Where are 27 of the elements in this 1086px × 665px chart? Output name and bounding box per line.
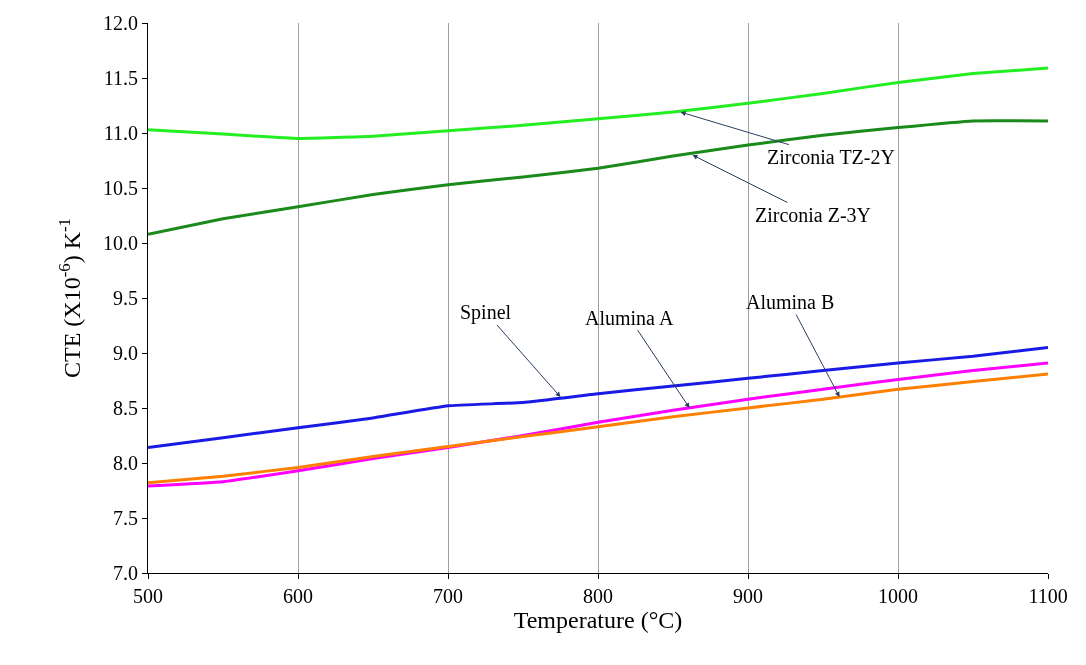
- y-tick-label: 7.5: [113, 507, 138, 529]
- x-tick-label: 900: [733, 585, 763, 607]
- line-series: [148, 346, 1048, 450]
- x-tick-label: 700: [433, 585, 463, 607]
- annotation: Zirconia TZ-2Y: [767, 146, 895, 168]
- x-axis-title: Temperature (°C): [513, 607, 683, 633]
- x-tick-label: 1100: [1028, 585, 1068, 607]
- y-tick-label: 11.5: [103, 67, 138, 89]
- y-tick-label: 10.0: [103, 232, 138, 254]
- x-tick-label: 500: [133, 585, 163, 607]
- line-series: [148, 119, 1048, 236]
- y-tick-label: 10.5: [103, 177, 138, 199]
- y-tick-label: 11.0: [103, 122, 138, 144]
- y-tick-label: 12.0: [103, 12, 138, 34]
- annotation: Spinel: [460, 301, 512, 324]
- y-tick-label: 9.0: [113, 342, 138, 364]
- line-series: [148, 66, 1048, 140]
- x-tick-label: 1000: [878, 585, 918, 607]
- y-tick-label: 8.5: [113, 397, 138, 419]
- x-tick-label: 600: [283, 585, 313, 607]
- y-tick-label: 7.0: [113, 562, 138, 584]
- annotation: Alumina B: [746, 291, 835, 313]
- y-tick-label: 8.0: [113, 452, 138, 474]
- annotation: Alumina A: [585, 307, 674, 329]
- x-tick-label: 800: [583, 585, 613, 607]
- y-tick-label: 9.5: [113, 287, 138, 309]
- annotation: Zirconia Z-3Y: [755, 204, 872, 226]
